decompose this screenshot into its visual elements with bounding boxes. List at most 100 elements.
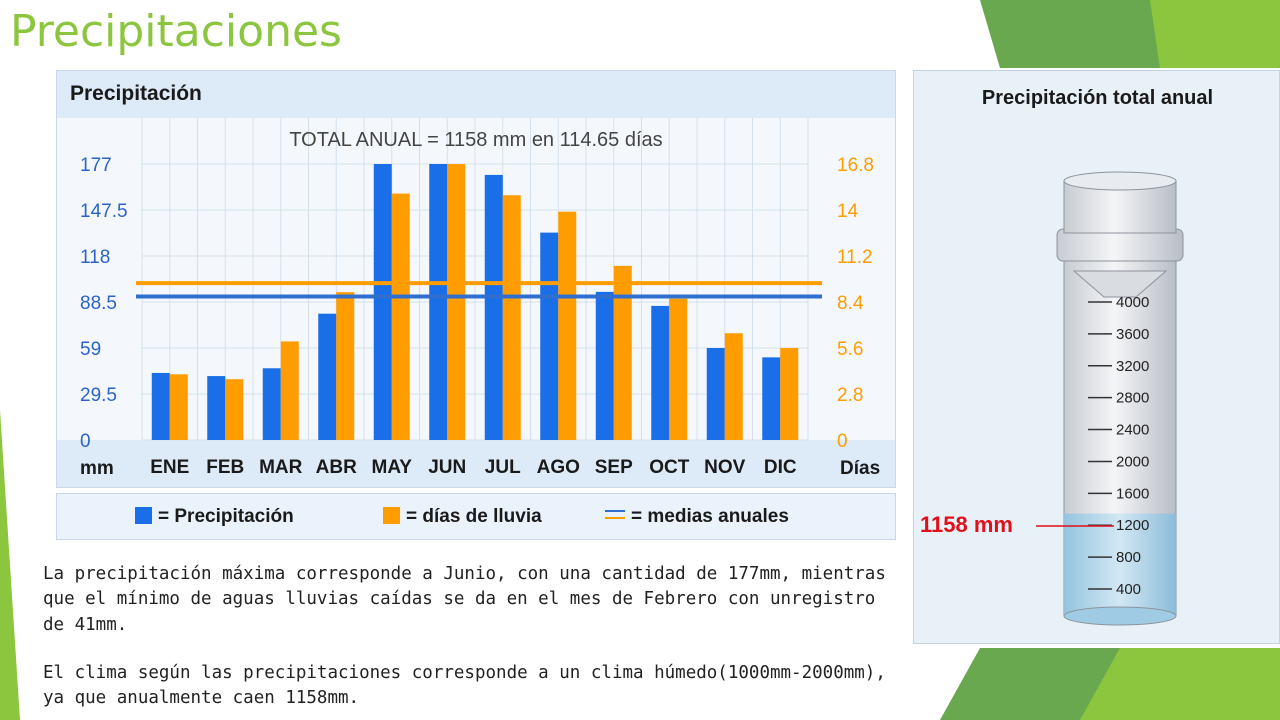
bar-precipitation-jun xyxy=(429,164,448,440)
left-tick-label: 0 xyxy=(80,431,91,452)
left-tick-label: 88.5 xyxy=(80,293,117,314)
gauge-tick-label: 800 xyxy=(1116,549,1141,566)
chart-title-band xyxy=(56,70,896,118)
month-label-jul: JUL xyxy=(485,457,521,478)
legend-item-precipitation: = Precipitación xyxy=(135,506,294,528)
month-label-mar: MAR xyxy=(259,457,303,478)
bar-rain-days-feb xyxy=(225,379,244,440)
gauge-tick-label: 2000 xyxy=(1116,453,1149,470)
bar-rain-days-abr xyxy=(336,292,355,440)
gauge-tick-label: 3600 xyxy=(1116,326,1149,343)
body-paragraph-2: El clima según las precipitaciones corre… xyxy=(43,663,886,709)
decor-green-left xyxy=(0,410,20,720)
legend-label-rain-days: = días de lluvia xyxy=(406,506,542,527)
right-tick-label: 11.2 xyxy=(837,247,873,268)
right-tick-label: 16.8 xyxy=(837,155,874,176)
bar-rain-days-oct xyxy=(669,298,688,440)
gauge-tick-label: 1600 xyxy=(1116,485,1149,502)
month-label-ene: ENE xyxy=(150,457,189,478)
month-label-may: MAY xyxy=(372,457,413,478)
right-tick-label: 8.4 xyxy=(837,293,864,314)
month-label-feb: FEB xyxy=(206,457,244,478)
left-tick-label: 177 xyxy=(80,155,112,176)
gauge-funnel xyxy=(1072,270,1168,298)
gauge-water-level xyxy=(1064,513,1176,616)
left-tick-label: 59 xyxy=(80,339,101,360)
rain-gauge-panel: Precipitación total anual 4000 3600 3200 28… xyxy=(913,70,1280,644)
chart-border xyxy=(56,70,896,488)
gauge-tick-label: 1200 xyxy=(1116,517,1149,534)
bar-precipitation-jul xyxy=(484,174,503,440)
gauge-title: Precipitación total anual xyxy=(981,87,1214,109)
legend-label-annual-means: = medias anuales xyxy=(631,506,789,527)
bar-precipitation-may xyxy=(373,164,392,440)
chart-labels: 177 147.5 118 88.5 59 29.5 0 16.8 14 11.2 8.4 5.6 2.… xyxy=(80,155,874,478)
gauge-tick-label: 2800 xyxy=(1116,390,1149,407)
decor-green-bottom-right xyxy=(940,648,1280,720)
legend-swatch-orange xyxy=(383,507,400,524)
bar-precipitation-dic xyxy=(762,357,781,440)
bar-precipitation-sep xyxy=(595,291,614,440)
body-paragraph-1: La precipitación máxima corresponde a Ju… xyxy=(43,564,886,635)
decor-green-top-right xyxy=(980,0,1280,68)
month-label-dic: DIC xyxy=(764,457,797,478)
month-label-sep: SEP xyxy=(595,457,633,478)
gauge-value-label: 1158 mm xyxy=(920,512,1013,537)
bar-rain-days-mar xyxy=(280,341,299,440)
gauge-bottom xyxy=(1063,606,1177,626)
legend-double-line xyxy=(605,510,625,519)
bar-rain-days-sep xyxy=(613,265,632,440)
bar-rain-days-may xyxy=(391,193,410,440)
right-tick-label: 2.8 xyxy=(837,385,863,406)
chart-axis-band xyxy=(56,440,896,488)
month-label-abr: ABR xyxy=(316,457,357,478)
gauge-tick-label: 400 xyxy=(1116,581,1141,598)
bar-precipitation-ene xyxy=(151,372,170,440)
bar-precipitation-abr xyxy=(318,313,337,440)
bar-rain-days-ene xyxy=(169,374,188,440)
right-axis-label: Días xyxy=(840,458,880,479)
bar-rain-days-nov xyxy=(724,333,743,440)
gauge-collar xyxy=(1056,228,1184,262)
bar-precipitation-mar xyxy=(262,368,281,440)
bar-rain-days-jul xyxy=(502,195,521,440)
chart-title: Precipitación xyxy=(70,82,202,105)
gauge-cup-rim xyxy=(1063,171,1177,191)
gauge-tick-label: 4000 xyxy=(1116,294,1149,311)
slide-title: Precipitaciones xyxy=(10,6,342,57)
legend-label-precipitation: = Precipitación xyxy=(158,506,294,527)
right-tick-label: 0 xyxy=(837,431,848,452)
left-tick-label: 147.5 xyxy=(80,201,128,222)
left-tick-label: 29.5 xyxy=(80,385,117,406)
decor-green-bottom-right-light xyxy=(1080,648,1280,720)
month-label-ago: AGO xyxy=(537,457,580,478)
month-label-jun: JUN xyxy=(428,457,466,478)
legend-swatch-blue xyxy=(135,507,152,524)
month-label-nov: NOV xyxy=(704,457,746,478)
bar-rain-days-dic xyxy=(780,348,799,440)
chart-subtitle: TOTAL ANUAL = 1158 mm en 114.65 días xyxy=(289,129,662,151)
left-axis-label: mm xyxy=(80,458,114,479)
left-tick-label: 118 xyxy=(80,247,110,268)
bar-precipitation-ago xyxy=(540,232,559,440)
bar-precipitation-oct xyxy=(651,305,670,440)
chart-means xyxy=(136,281,822,299)
bar-rain-days-jun xyxy=(447,164,466,440)
legend-item-annual-means: = medias anuales xyxy=(605,506,789,528)
gauge-tick-label: 3200 xyxy=(1116,358,1149,375)
gauge-tick-label: 2400 xyxy=(1116,422,1149,439)
bar-precipitation-feb xyxy=(207,376,226,440)
month-label-oct: OCT xyxy=(649,457,690,478)
right-tick-label: 14 xyxy=(837,201,859,222)
right-tick-label: 5.6 xyxy=(837,339,863,360)
chart-grid xyxy=(141,118,809,441)
bar-rain-days-ago xyxy=(558,211,577,440)
bar-precipitation-nov xyxy=(706,348,725,440)
chart-plot-background xyxy=(56,118,896,440)
decor-green-top-right-light xyxy=(1150,0,1280,68)
rain-gauge-cylinder: 4000 3600 3200 2800 2400 2000 1600 1200 800 400 xyxy=(1036,171,1184,626)
gauge-scale: 4000 3600 3200 2800 2400 2000 1600 1200 800 400 xyxy=(1088,294,1149,598)
precipitation-chart: Precipitación 177 147.5 118 88.5 59 29.5 0 16.8… xyxy=(56,70,896,488)
chart-legend: = Precipitación = días de lluvia = media… xyxy=(56,493,896,540)
legend-item-rain-days: = días de lluvia xyxy=(383,506,542,528)
